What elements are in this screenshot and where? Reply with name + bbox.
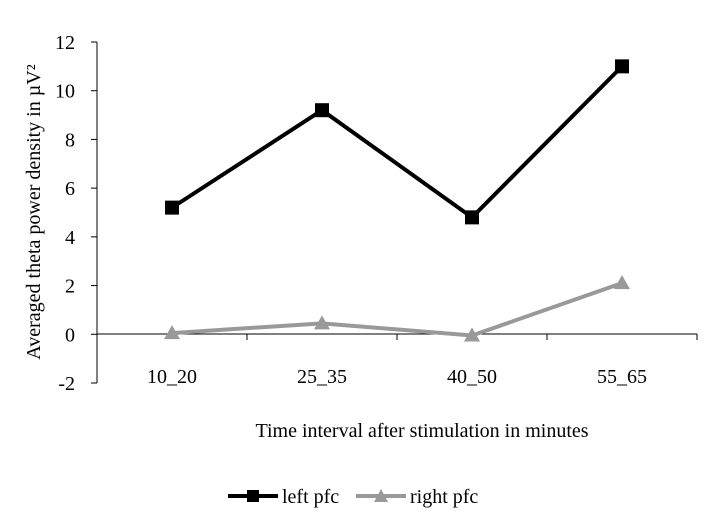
- legend-item-right-pfc: right pfc: [356, 486, 478, 508]
- y-tick-label: 2: [65, 276, 75, 298]
- y-axis-title: Averaged theta power density in µV²: [23, 64, 45, 359]
- legend-swatch-marker: [374, 489, 388, 502]
- data-point-triangle: [614, 275, 630, 290]
- y-tick-label: 12: [55, 32, 75, 54]
- legend-swatch-marker: [247, 490, 259, 502]
- series-layer: [164, 59, 630, 342]
- series-line: [171, 281, 623, 338]
- series-right-pfc: [164, 275, 630, 342]
- y-tick-label: 0: [65, 324, 75, 346]
- data-point-triangle: [464, 327, 480, 342]
- data-point-square: [465, 210, 479, 225]
- legend-label-left-pfc: left pfc: [282, 486, 339, 508]
- y-axis-ticks: -2 0 2 4 6 8 10 12: [55, 32, 97, 395]
- legend-item-left-pfc: left pfc: [228, 486, 339, 508]
- data-point-triangle: [314, 315, 330, 330]
- x-category-label: 40_50: [447, 366, 497, 388]
- series-line: [170, 64, 624, 220]
- data-point-square: [315, 103, 329, 118]
- y-tick-label: 4: [65, 227, 75, 249]
- y-tick-label: -2: [58, 373, 75, 395]
- data-point-square: [615, 59, 629, 74]
- y-tick-label: 8: [65, 129, 75, 151]
- y-tick-label: 10: [55, 81, 75, 103]
- x-axis-title: Time interval after stimulation in minut…: [255, 420, 588, 442]
- x-category-label: 55_65: [597, 366, 647, 388]
- x-axis-ticks: 10_20 25_35 40_50 55_65: [96, 334, 698, 388]
- x-category-label: 25_35: [297, 366, 347, 388]
- data-point-square: [165, 200, 179, 215]
- legend: left pfc right pfc: [228, 486, 478, 508]
- data-point-triangle: [164, 325, 180, 340]
- y-tick-label: 6: [65, 178, 75, 200]
- legend-label-right-pfc: right pfc: [410, 486, 478, 508]
- x-category-label: 10_20: [147, 366, 197, 388]
- series-left-pfc: [165, 59, 629, 225]
